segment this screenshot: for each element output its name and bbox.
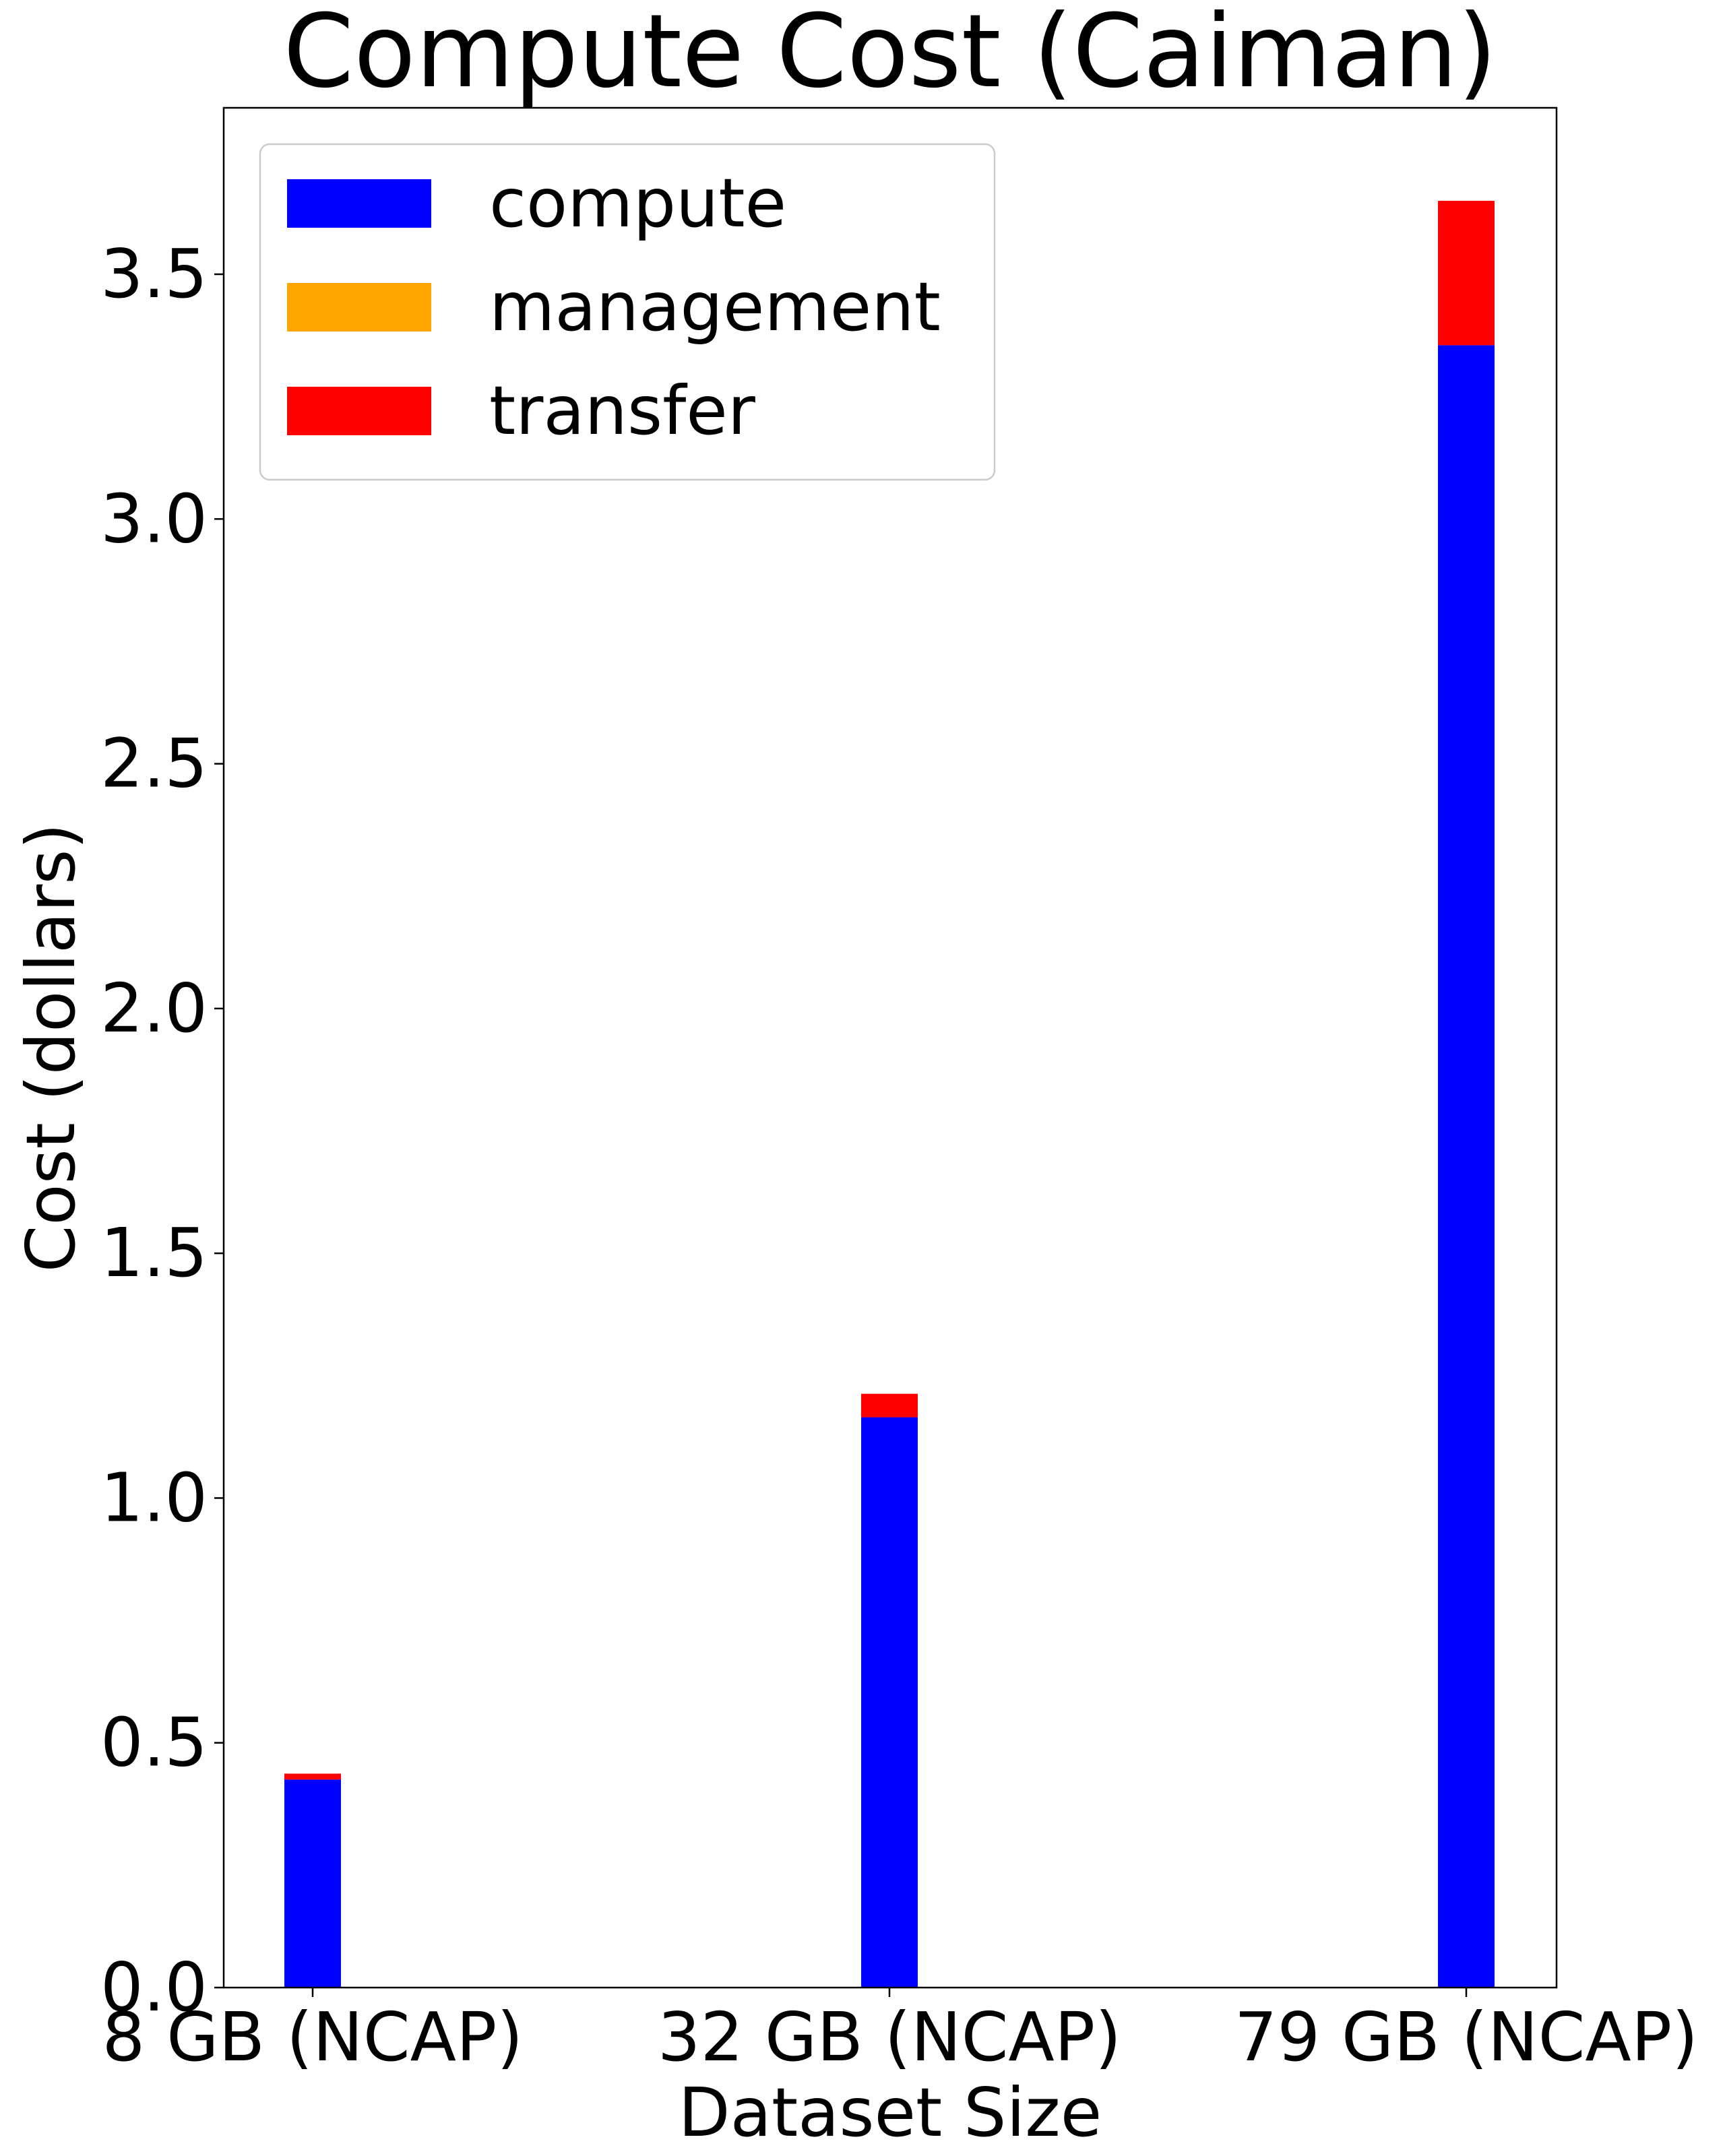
x-tick-label-0: 8 GB (NCAP) (102, 1998, 524, 2076)
bar-compute-2 (1438, 345, 1495, 1988)
x-tick-label-1: 32 GB (NCAP) (658, 1998, 1121, 2076)
legend-label-compute: compute (489, 164, 786, 243)
bar-compute-0 (284, 1779, 341, 1988)
x-tick-label-2: 79 GB (NCAP) (1234, 1998, 1698, 2076)
y-tick-label-0: 0.0 (100, 1948, 208, 2027)
legend-label-management: management (489, 267, 941, 346)
y-tick-label-2: 1.0 (100, 1458, 208, 1537)
legend-swatch-compute (287, 179, 431, 228)
x-axis-label: Dataset Size (679, 2073, 1102, 2152)
y-tick-label-4: 2.0 (100, 969, 208, 1048)
y-ticks-group: 0.0 0.5 1.0 1.5 2.0 2.5 3.0 3.5 (100, 234, 224, 2027)
bar-transfer-1 (861, 1393, 918, 1418)
bar-transfer-2 (1438, 201, 1495, 346)
legend-swatch-management (287, 283, 431, 331)
chart-title: Compute Cost (Caiman) (283, 0, 1497, 110)
legend-swatch-transfer (287, 387, 431, 435)
bars-group (284, 201, 1495, 1988)
legend: compute management transfer (259, 143, 996, 481)
y-tick-label-6: 3.0 (100, 479, 208, 558)
bar-compute-1 (861, 1417, 918, 1988)
bar-transfer-0 (284, 1773, 341, 1780)
y-tick-label-5: 2.5 (100, 724, 208, 803)
y-axis-label: Cost (dollars) (11, 823, 90, 1273)
legend-frame (259, 143, 996, 481)
legend-label-transfer: transfer (489, 371, 756, 450)
x-ticks-group: 8 GB (NCAP) 32 GB (NCAP) 79 GB (NCAP) (102, 1988, 1698, 2076)
y-tick-label-1: 0.5 (100, 1703, 208, 1782)
plot-frame (222, 106, 1558, 1989)
y-tick-label-3: 1.5 (100, 1213, 208, 1292)
y-tick-label-7: 3.5 (100, 234, 208, 313)
